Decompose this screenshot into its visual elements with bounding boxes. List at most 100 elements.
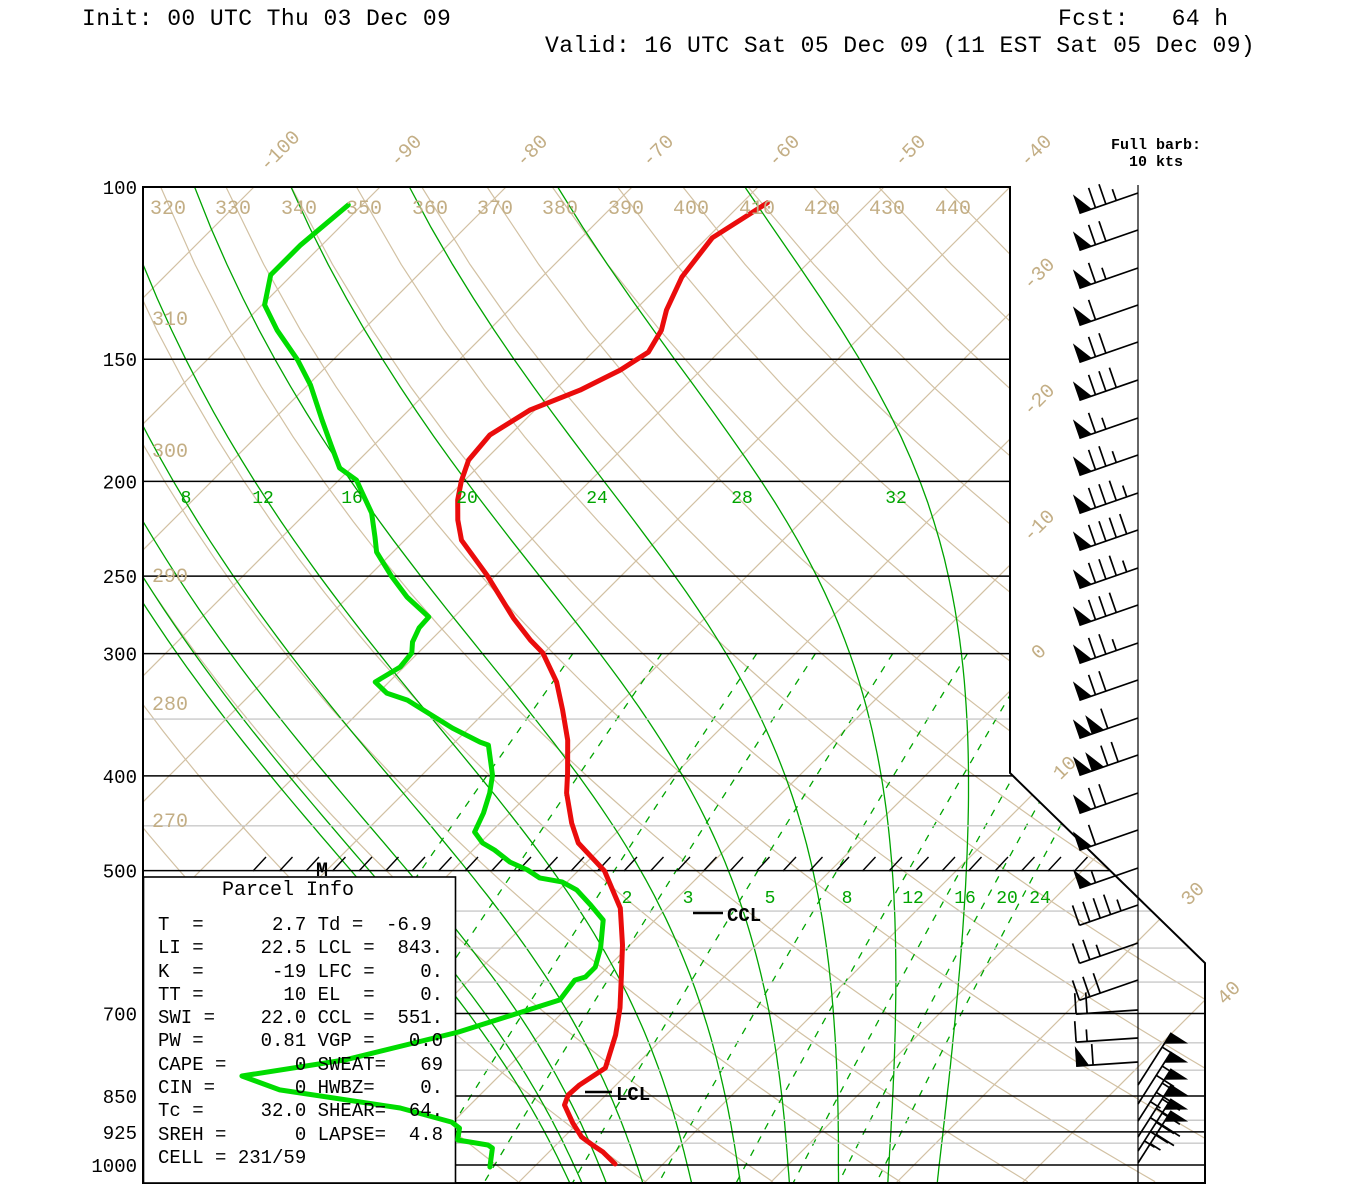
wind-barb — [1072, 592, 1139, 627]
wind-barb — [1072, 299, 1139, 327]
parcel-row: PW = 0.81 VGP = 0.0 — [158, 1030, 444, 1053]
theta-label: 440 — [935, 198, 971, 221]
theta-label: 270 — [152, 811, 188, 834]
theta-label: 340 — [281, 198, 317, 221]
wind-barb-legend-line2: 10 kts — [1128, 154, 1183, 171]
isotherm-label: -20 — [1019, 380, 1061, 422]
moist-adiabat-label: 16 — [341, 489, 363, 509]
theta-label: 310 — [152, 309, 188, 332]
parcel-row: CIN = 0 HWBZ= 0. — [158, 1077, 444, 1100]
isotherm-label: 0 — [1027, 640, 1052, 665]
parcel-info-table: T = 2.7 Td = -6.9 LI = 22.5 LCL = 843. K =… — [158, 914, 443, 1170]
valid-time-label: Valid: 16 UTC Sat 05 Dec 09 (11 EST Sat … — [545, 33, 1256, 59]
wind-barb — [1072, 220, 1139, 252]
wind-barb-column — [1071, 183, 1189, 1183]
wind-barb — [1072, 412, 1139, 440]
wind-barb — [1072, 445, 1139, 477]
theta-label: 430 — [869, 198, 905, 221]
parcel-row: Tc = 32.0 SHEAR= 64. — [158, 1100, 444, 1123]
lcl-marker: LCL — [616, 1084, 650, 1106]
theta-label: 390 — [608, 198, 644, 221]
wind-barb — [1072, 332, 1139, 364]
isotherm-label: -60 — [764, 131, 806, 173]
wind-barb — [1137, 1110, 1189, 1164]
theta-label: 350 — [346, 198, 382, 221]
isotherm-label: -10 — [1019, 506, 1061, 548]
theta-label: 400 — [673, 198, 709, 221]
pressure-label: 1000 — [91, 1156, 137, 1178]
theta-label: 360 — [412, 198, 448, 221]
isotherm-label: -50 — [890, 131, 932, 173]
mixing-ratio-label: 3 — [683, 889, 694, 909]
isotherm-label: -70 — [638, 131, 680, 173]
parcel-row: SREH = 0 LAPSE= 4.8 — [158, 1123, 444, 1146]
isotherm-label: -30 — [1019, 254, 1061, 296]
wind-barb — [1074, 1043, 1139, 1067]
parcel-info-title: Parcel Info — [222, 879, 355, 902]
isotherm-label: 30 — [1177, 878, 1210, 911]
moist-adiabat-label: 28 — [731, 489, 753, 509]
pressure-label: 100 — [103, 178, 137, 200]
wind-barb — [1071, 972, 1139, 1002]
theta-label: 300 — [152, 441, 188, 464]
moist-adiabat-label: 20 — [456, 489, 478, 509]
parcel-row: T = 2.7 Td = -6.9 — [158, 914, 432, 936]
parcel-row: SWI = 22.0 CCL = 551. — [158, 1007, 444, 1030]
wind-barb — [1072, 555, 1139, 590]
isotherm-label: -80 — [512, 131, 554, 173]
wind-barb — [1073, 1021, 1139, 1043]
wind-barb — [1071, 939, 1139, 965]
wind-barb — [1072, 183, 1139, 215]
wind-barb — [1072, 367, 1139, 402]
mixing-ratio-label: 2 — [622, 889, 633, 909]
forecast-hour-label: Fcst: 64 h — [1058, 6, 1229, 32]
pressure-label: 200 — [103, 472, 137, 494]
parcel-row: LI = 22.5 LCL = 843. — [158, 937, 444, 960]
mixing-ratio-label: 5 — [765, 889, 776, 909]
level-markers: M CCL LCL — [316, 860, 761, 1106]
pressure-label: 700 — [103, 1005, 137, 1027]
parcel-info-box — [142, 876, 457, 1184]
isotherm-label: 40 — [1213, 977, 1246, 1010]
hatch-500-line — [252, 856, 1089, 872]
pressure-label: 150 — [103, 350, 137, 372]
pressure-label: 400 — [103, 767, 137, 789]
isotherm-label: -90 — [386, 131, 428, 173]
wind-barb — [1072, 708, 1139, 740]
wind-barb-legend: Full barb: 10 kts — [1096, 137, 1216, 171]
parcel-row: CELL = 231/59 — [158, 1146, 307, 1169]
wind-barb — [1072, 480, 1139, 515]
dewpoint-curve — [239, 202, 606, 1170]
mixing-ratio-label: 12 — [902, 889, 924, 909]
pressure-label: 250 — [103, 567, 137, 589]
m-marker: M — [316, 860, 328, 883]
wind-barb — [1072, 741, 1139, 777]
pressure-label: 300 — [103, 645, 137, 667]
parcel-row: CAPE = 0 SWEAT= 69 — [158, 1053, 444, 1076]
wind-barb — [1072, 670, 1139, 702]
moist-adiabat-label: 8 — [181, 489, 192, 509]
wind-barb — [1072, 824, 1139, 852]
theta-label: 420 — [804, 198, 840, 221]
parcel-row: TT = 10 EL = 0. — [158, 983, 444, 1006]
moist-adiabat-label: 24 — [586, 489, 608, 509]
wind-barb — [1072, 867, 1139, 890]
theta-label: 330 — [215, 198, 251, 221]
wind-barb — [1072, 783, 1139, 815]
moist-adiabat-label: 12 — [252, 489, 274, 509]
wind-barb — [1072, 633, 1139, 665]
theta-label: 410 — [739, 198, 775, 221]
wind-barb — [1073, 992, 1139, 1015]
init-time-label: Init: 00 UTC Thu 03 Dec 09 — [82, 6, 452, 32]
mixing-ratio-label: 24 — [1029, 889, 1051, 909]
ccl-marker: CCL — [727, 905, 761, 927]
pressure-label: 500 — [103, 862, 137, 884]
isotherm-label: -100 — [256, 127, 306, 177]
theta-label: 380 — [542, 198, 578, 221]
pressure-label: 925 — [103, 1123, 137, 1145]
moist-adiabat-label: 32 — [885, 489, 907, 509]
mixing-ratio-label: 8 — [842, 889, 853, 909]
wind-barb — [1072, 262, 1139, 290]
